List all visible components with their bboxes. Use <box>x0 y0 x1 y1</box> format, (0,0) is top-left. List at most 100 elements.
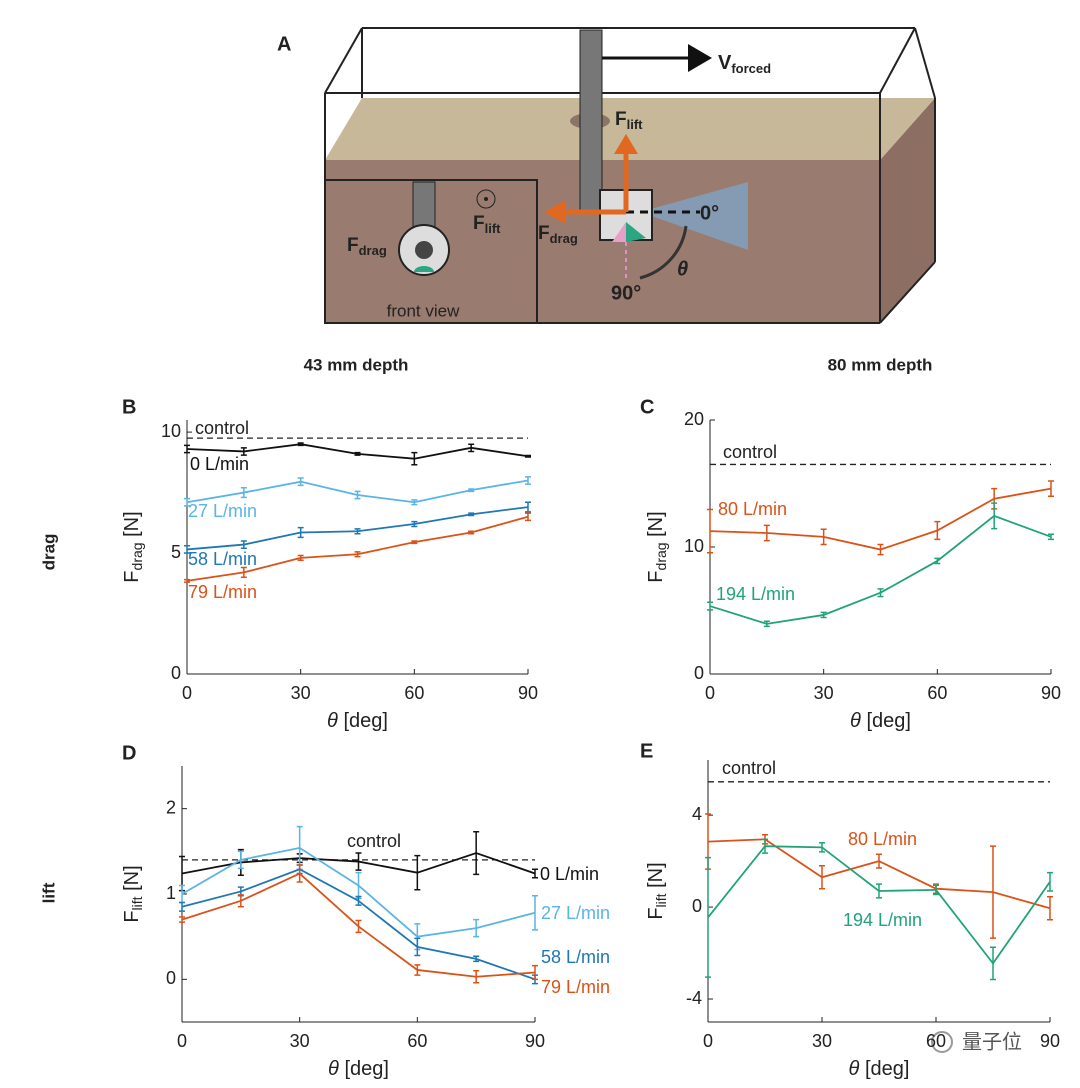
error-bar <box>1047 895 1053 921</box>
error-bar <box>525 454 531 458</box>
x-tick-label: 60 <box>404 683 424 703</box>
error-bar <box>468 443 475 453</box>
y-axis-label-sub: drag <box>129 542 145 570</box>
series-label: 0 L/min <box>190 454 249 474</box>
panel-label: D <box>122 742 136 764</box>
x-tick-label: 30 <box>291 683 311 703</box>
v-label: Vforced <box>718 52 771 76</box>
error-bar <box>237 894 244 908</box>
diagram: A Vforced Flift Fdrag Flift Fdrag 0° θ 9… <box>277 27 936 324</box>
x-tick-label: 90 <box>518 683 538 703</box>
error-bar <box>355 919 362 934</box>
out-of-plane-dot <box>484 197 488 201</box>
error-bar <box>414 937 421 957</box>
front-view-label: front view <box>387 301 460 320</box>
x-axis-label-unit: [deg] <box>338 710 388 732</box>
series-label: 58 L/min <box>188 549 257 569</box>
chart-panel: B 0 5 10 0 30 60 90 θ [deg] Fdrag [N] control 0 L/m… <box>121 396 538 732</box>
x-tick-label: 90 <box>1041 683 1061 703</box>
x-axis-label-unit: [deg] <box>859 1058 909 1080</box>
angle-0: 0° <box>700 202 719 224</box>
control-label: control <box>347 831 401 851</box>
series-label: 194 L/min <box>716 584 795 604</box>
error-bar <box>468 512 475 517</box>
error-bar <box>184 578 190 583</box>
y-axis-label-symbol: F <box>121 570 143 582</box>
inset-rod <box>412 181 436 228</box>
error-bar <box>877 543 884 556</box>
y-tick-label: 4 <box>692 804 702 824</box>
series-label: 0 L/min <box>540 864 599 884</box>
error-bar <box>762 838 768 854</box>
lift-arrowhead <box>614 134 638 154</box>
series-label: 27 L/min <box>188 501 257 521</box>
inset-drag-label: Fdrag <box>347 235 387 258</box>
x-axis-label: θ [deg] <box>849 1058 910 1080</box>
y-axis-label-sub: lift <box>129 896 145 910</box>
error-bar <box>1048 480 1054 497</box>
x-axis-label: θ [deg] <box>328 1058 389 1080</box>
row-label: drag <box>39 534 58 571</box>
error-bar <box>763 620 770 628</box>
out-of-plane-icon <box>476 189 496 209</box>
error-bar <box>820 528 827 546</box>
error-bar <box>473 955 480 963</box>
y-tick-label: 0 <box>692 896 702 916</box>
x-tick-label: 90 <box>525 1031 545 1051</box>
drag-arrowhead <box>544 200 566 224</box>
error-bar <box>991 502 998 530</box>
error-bar <box>237 850 244 870</box>
x-axis-label-symbol: θ <box>328 1058 339 1080</box>
y-axis-label-unit: [N] <box>645 511 667 542</box>
error-bar <box>876 853 882 869</box>
control-label: control <box>195 418 249 438</box>
error-bar <box>763 524 770 542</box>
error-bar <box>355 895 362 906</box>
error-bar <box>468 488 475 493</box>
y-tick-label: 0 <box>694 663 704 683</box>
error-bar <box>525 476 531 485</box>
v-arrowhead <box>688 44 712 72</box>
x-axis-label: θ [deg] <box>327 710 388 732</box>
y-axis-label: Flift [N] <box>121 865 144 922</box>
error-bar <box>184 444 190 454</box>
inset-frame <box>324 179 538 324</box>
error-bar <box>820 611 827 619</box>
error-bar <box>934 557 941 565</box>
error-bar <box>240 540 247 549</box>
angle-theta: θ <box>677 258 688 280</box>
error-bar <box>705 856 711 978</box>
error-bar <box>411 540 418 545</box>
error-bar <box>707 601 713 611</box>
x-tick-label: 30 <box>812 1031 832 1051</box>
series-line <box>709 487 1052 551</box>
y-axis-label-sub: drag <box>653 542 669 570</box>
y-axis-label-symbol: F <box>121 910 143 922</box>
error-bar <box>240 486 247 499</box>
error-bar <box>532 964 538 981</box>
error-bar <box>473 918 480 938</box>
x-tick-label: 30 <box>290 1031 310 1051</box>
error-bar <box>990 845 996 939</box>
y-axis-label-unit: [N] <box>645 862 667 893</box>
x-tick-label: 0 <box>177 1031 187 1051</box>
nozzle-pink <box>612 222 626 242</box>
column-header: 43 mm depth <box>304 355 409 374</box>
y-axis-label: Fdrag [N] <box>645 511 668 582</box>
error-bar <box>473 830 480 876</box>
series-label: 80 L/min <box>848 829 917 849</box>
error-bar <box>354 528 361 535</box>
control-label: control <box>723 442 777 462</box>
panel-label: C <box>640 396 654 418</box>
y-tick-label: 10 <box>684 536 704 556</box>
error-bar <box>354 451 361 456</box>
error-bar <box>355 871 362 900</box>
error-bar <box>354 490 361 500</box>
angle-90: 90° <box>611 282 641 304</box>
control-label: control <box>722 758 776 778</box>
x-tick-label: 60 <box>407 1031 427 1051</box>
y-tick-label: -4 <box>686 988 702 1008</box>
x-tick-label: 60 <box>927 683 947 703</box>
lift-label: Flift <box>615 109 643 132</box>
